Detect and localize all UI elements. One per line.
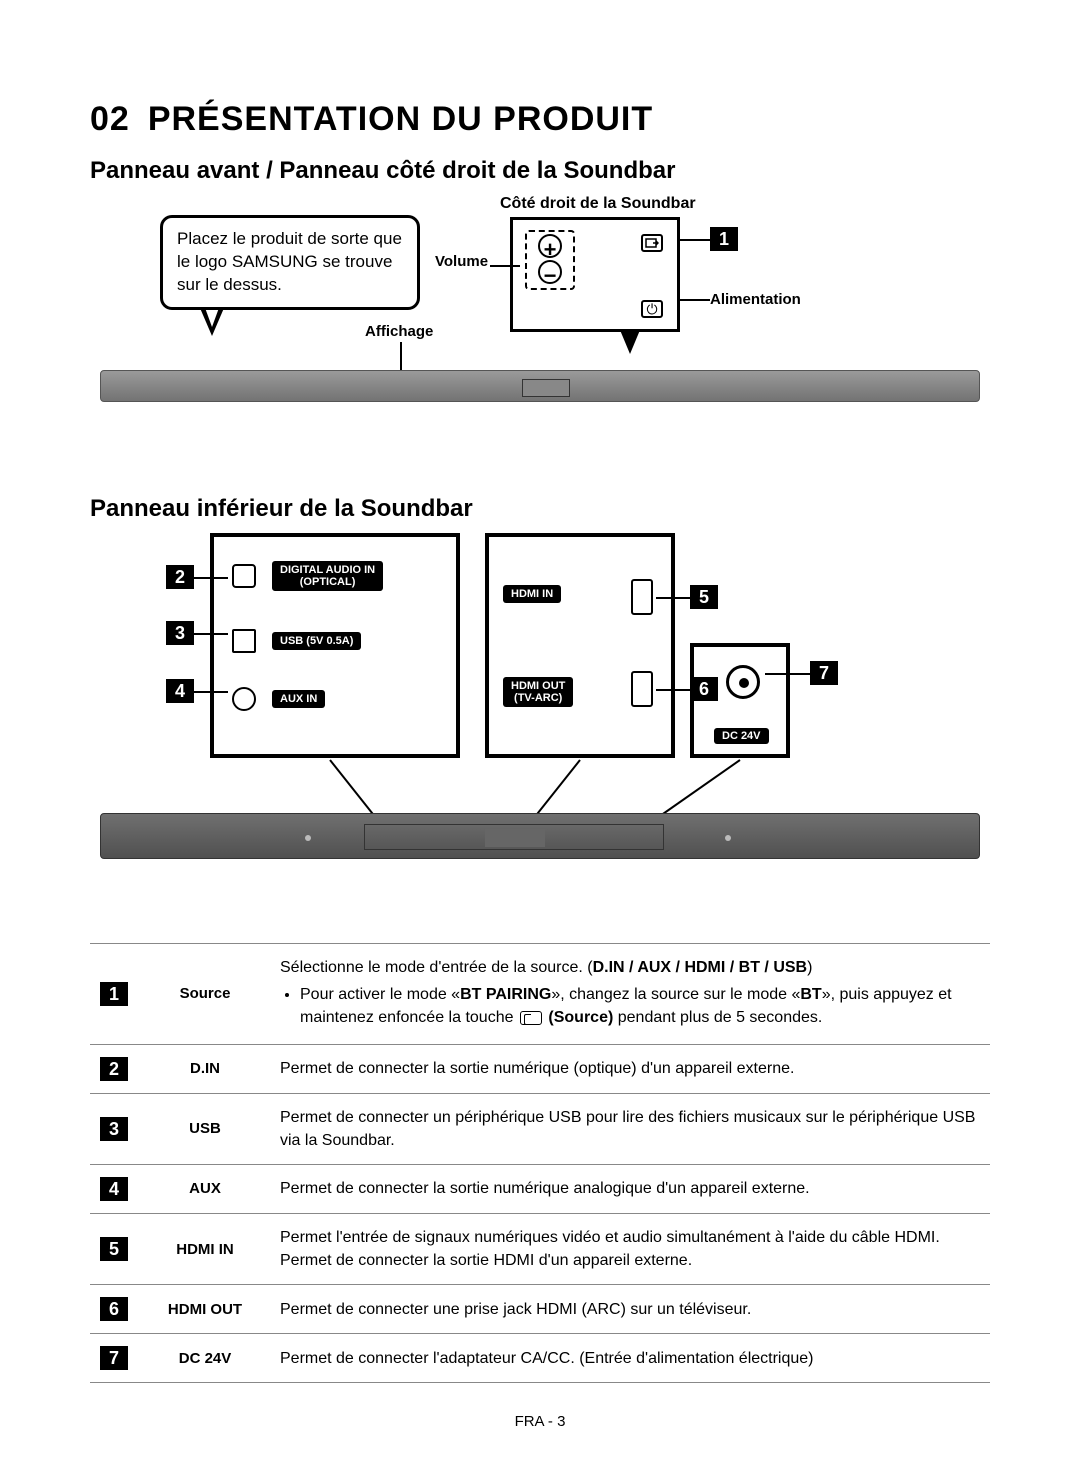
row-desc: Permet de connecter la sortie numérique … xyxy=(270,1164,990,1213)
leader-line-5 xyxy=(656,597,690,599)
badge-2: 2 xyxy=(166,565,194,589)
side-panel-title: Côté droit de la Soundbar xyxy=(500,195,696,213)
label-aux: AUX IN xyxy=(272,690,325,708)
row-label: Source xyxy=(140,944,270,1045)
volume-minus-icon: − xyxy=(538,260,562,284)
table-row: 4 AUX Permet de connecter la sortie numé… xyxy=(90,1164,990,1213)
row-label: HDMI IN xyxy=(140,1213,270,1284)
row-badge: 1 xyxy=(100,982,128,1006)
page-footer: FRA - 3 xyxy=(90,1413,990,1430)
port-cluster-icon xyxy=(485,829,545,847)
table-row: 5 HDMI IN Permet l'entrée de signaux num… xyxy=(90,1213,990,1284)
leader-line-4 xyxy=(194,691,228,693)
subheading-front-right: Panneau avant / Panneau côté droit de la… xyxy=(90,157,990,185)
label-digital-audio: DIGITAL AUDIO IN (OPTICAL) xyxy=(272,561,383,591)
side-panel-illustration: + − ⏻ xyxy=(510,217,680,332)
row-desc: Permet de connecter l'adaptateur CA/CC. … xyxy=(270,1334,990,1383)
screw-hole-icon xyxy=(725,835,731,841)
section-title: PRÉSENTATION DU PRODUIT xyxy=(148,100,653,139)
leader-line-volume xyxy=(490,265,520,267)
table-row: 7 DC 24V Permet de connecter l'adaptateu… xyxy=(90,1334,990,1383)
table-row: 6 HDMI OUT Permet de connecter une prise… xyxy=(90,1285,990,1334)
subheading-bottom: Panneau inférieur de la Soundbar xyxy=(90,495,990,523)
row-desc: Permet de connecter une prise jack HDMI … xyxy=(270,1285,990,1334)
row-badge: 2 xyxy=(100,1057,128,1081)
section-header: 02 PRÉSENTATION DU PRODUIT xyxy=(90,100,990,139)
hdmi-in-port-icon xyxy=(631,579,653,615)
badge-4: 4 xyxy=(166,679,194,703)
row-label: DC 24V xyxy=(140,1334,270,1383)
optical-port-icon xyxy=(232,564,256,588)
row-bullet: Pour activer le mode «BT PAIRING», chang… xyxy=(300,983,980,1029)
label-volume: Volume xyxy=(435,253,488,270)
diagram-front-right: Placez le produit de sorte que le logo S… xyxy=(120,195,960,465)
row-label: USB xyxy=(140,1093,270,1164)
row-desc: Sélectionne le mode d'entrée de la sourc… xyxy=(270,944,990,1045)
usb-port-icon xyxy=(232,629,256,653)
badge-7: 7 xyxy=(810,661,838,685)
section-number: 02 xyxy=(90,100,130,139)
row-badge: 4 xyxy=(100,1177,128,1201)
leader-line-affichage xyxy=(400,342,402,370)
table-row: 2 D.IN Permet de connecter la sortie num… xyxy=(90,1044,990,1093)
port-hdmi-out: HDMI OUT (TV-ARC) xyxy=(503,677,573,707)
badge-6: 6 xyxy=(690,677,718,701)
label-alimentation: Alimentation xyxy=(710,291,801,308)
leader-line-6 xyxy=(656,689,690,691)
row-desc: Permet de connecter la sortie numérique … xyxy=(270,1044,990,1093)
label-affichage: Affichage xyxy=(365,323,433,340)
leader-line-2 xyxy=(194,577,228,579)
aux-port-icon xyxy=(232,687,256,711)
port-aux: AUX IN xyxy=(232,687,325,711)
label-usb: USB (5V 0.5A) xyxy=(272,632,361,650)
source-button-icon xyxy=(641,234,663,252)
callout-tail xyxy=(200,308,224,336)
port-digital-audio: DIGITAL AUDIO IN (OPTICAL) xyxy=(232,561,383,591)
soundbar-bottom-ports xyxy=(364,824,664,850)
row-badge: 5 xyxy=(100,1237,128,1261)
label-hdmi-out: HDMI OUT (TV-ARC) xyxy=(503,677,573,707)
side-panel-tail xyxy=(620,330,640,354)
hdmi-out-port-icon xyxy=(631,671,653,707)
leader-line-1 xyxy=(678,239,710,241)
bottom-panel-group-a: DIGITAL AUDIO IN (OPTICAL) USB (5V 0.5A)… xyxy=(210,533,460,758)
row-badge: 3 xyxy=(100,1117,128,1141)
soundbar-front-illustration xyxy=(100,370,980,402)
badge-1: 1 xyxy=(710,227,738,251)
badge-5: 5 xyxy=(690,585,718,609)
bottom-panel-group-b: HDMI IN HDMI OUT (TV-ARC) xyxy=(485,533,675,758)
volume-plus-icon: + xyxy=(538,234,562,258)
table-row: 1 Source Sélectionne le mode d'entrée de… xyxy=(90,944,990,1045)
port-usb: USB (5V 0.5A) xyxy=(232,629,361,653)
row-label: HDMI OUT xyxy=(140,1285,270,1334)
leader-line-7 xyxy=(765,673,810,675)
port-hdmi-in: HDMI IN xyxy=(503,585,561,603)
diagram-bottom: DIGITAL AUDIO IN (OPTICAL) USB (5V 0.5A)… xyxy=(110,533,970,923)
soundbar-bottom-illustration xyxy=(100,813,980,859)
callout-logo-position: Placez le produit de sorte que le logo S… xyxy=(160,215,420,310)
row-desc: Permet l'entrée de signaux numériques vi… xyxy=(270,1213,990,1284)
row-desc: Permet de connecter un périphérique USB … xyxy=(270,1093,990,1164)
row-label: D.IN xyxy=(140,1044,270,1093)
spec-table: 1 Source Sélectionne le mode d'entrée de… xyxy=(90,943,990,1383)
row-badge: 6 xyxy=(100,1297,128,1321)
power-button-icon: ⏻ xyxy=(641,300,663,318)
badge-3: 3 xyxy=(166,621,194,645)
dc-port-icon xyxy=(726,665,760,699)
row-badge: 7 xyxy=(100,1346,128,1370)
leader-line-3 xyxy=(194,633,228,635)
source-icon xyxy=(520,1011,542,1025)
volume-button-group: + − xyxy=(525,230,575,290)
screw-hole-icon xyxy=(305,835,311,841)
label-dc: DC 24V xyxy=(714,728,769,744)
leader-line-alimentation xyxy=(678,299,710,301)
row-label: AUX xyxy=(140,1164,270,1213)
table-row: 3 USB Permet de connecter un périphériqu… xyxy=(90,1093,990,1164)
label-hdmi-in: HDMI IN xyxy=(503,585,561,603)
